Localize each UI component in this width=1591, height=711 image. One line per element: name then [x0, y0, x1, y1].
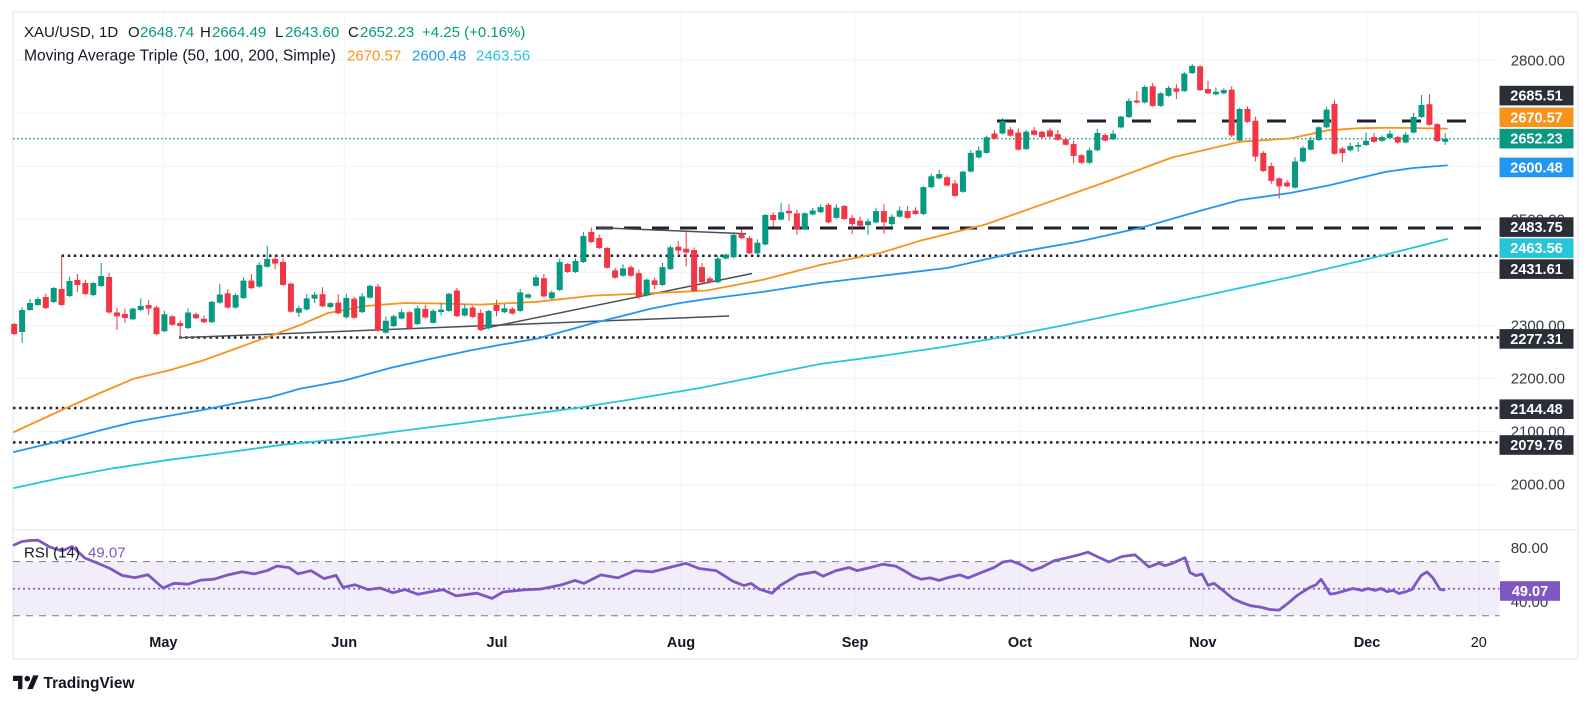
svg-text:2664.49: 2664.49 [212, 24, 266, 41]
svg-text:May: May [149, 635, 177, 651]
svg-text:O: O [128, 24, 140, 41]
svg-text:XAU/USD, 1D: XAU/USD, 1D [24, 24, 118, 41]
svg-text:2652.23: 2652.23 [1510, 132, 1562, 148]
svg-text:Jun: Jun [331, 635, 357, 651]
svg-text:+4.25 (+0.16%): +4.25 (+0.16%) [422, 24, 525, 41]
svg-text:2800.00: 2800.00 [1511, 52, 1565, 69]
svg-text:Nov: Nov [1189, 635, 1216, 651]
svg-text:20: 20 [1471, 635, 1487, 651]
svg-text:49.07: 49.07 [1512, 584, 1548, 600]
svg-text:2670.57: 2670.57 [1510, 110, 1562, 126]
svg-text:2079.76: 2079.76 [1510, 438, 1562, 454]
svg-text:2277.31: 2277.31 [1510, 332, 1562, 348]
svg-text:2200.00: 2200.00 [1511, 371, 1565, 388]
svg-text:2144.48: 2144.48 [1510, 402, 1562, 418]
svg-text:80.00: 80.00 [1511, 540, 1549, 557]
svg-text:2463.56: 2463.56 [1510, 241, 1562, 257]
svg-text:2600.48: 2600.48 [1510, 160, 1562, 176]
svg-text:Dec: Dec [1354, 635, 1381, 651]
svg-text:RSI (14): RSI (14) [24, 545, 80, 562]
svg-text:2463.56: 2463.56 [476, 48, 530, 65]
svg-text:2643.60: 2643.60 [285, 24, 339, 41]
svg-text:Sep: Sep [842, 635, 869, 651]
svg-text:C: C [348, 24, 359, 41]
svg-text:H: H [200, 24, 211, 41]
svg-text:2431.61: 2431.61 [1510, 262, 1562, 278]
svg-text:2000.00: 2000.00 [1511, 477, 1565, 494]
svg-text:Aug: Aug [667, 635, 695, 651]
svg-text:2670.57: 2670.57 [347, 48, 401, 65]
svg-text:Oct: Oct [1008, 635, 1032, 651]
svg-text:2648.74: 2648.74 [140, 24, 194, 41]
svg-text:49.07: 49.07 [88, 545, 126, 562]
svg-text:2600.48: 2600.48 [412, 48, 466, 65]
svg-text:Jul: Jul [487, 635, 508, 651]
svg-text:L: L [275, 24, 283, 41]
svg-text:Moving Average Triple (50, 100: Moving Average Triple (50, 100, 200, Sim… [24, 48, 336, 65]
svg-text:2652.23: 2652.23 [360, 24, 414, 41]
svg-text:2685.51: 2685.51 [1510, 89, 1562, 105]
svg-text:2483.75: 2483.75 [1510, 220, 1562, 236]
svg-text:TradingView: TradingView [44, 675, 136, 692]
